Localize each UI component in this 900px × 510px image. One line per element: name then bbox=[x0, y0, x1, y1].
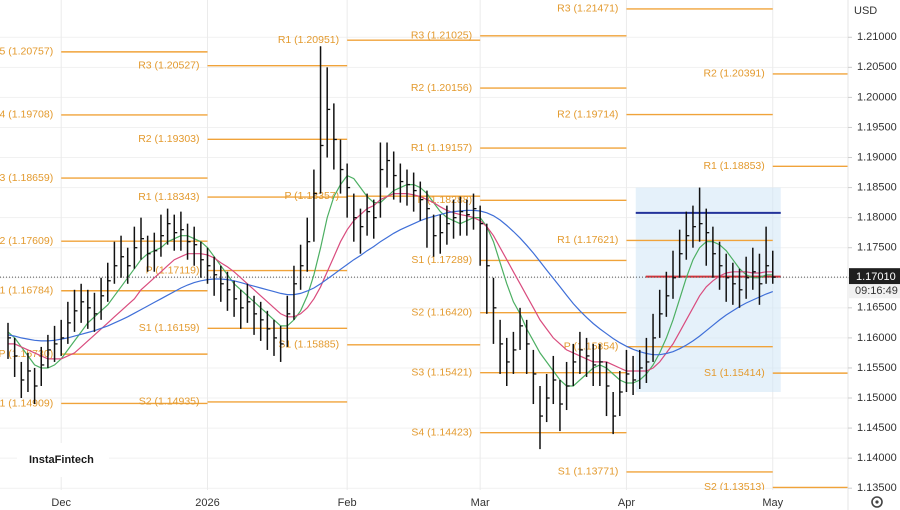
y-tick-label: 1.19000 bbox=[857, 151, 897, 163]
pivot-label: S1 (1.15414) bbox=[704, 367, 765, 379]
moving-average-line bbox=[7, 209, 774, 356]
y-tick-label: 1.13500 bbox=[857, 482, 897, 494]
brand-logo: InstaFintech bbox=[17, 443, 109, 477]
y-tick-label: 1.16500 bbox=[857, 302, 897, 314]
pivot-label: R3 (1.21025) bbox=[411, 30, 472, 42]
pivot-label: R1 (1.19157) bbox=[411, 142, 472, 154]
x-tick-label: Apr bbox=[618, 497, 635, 509]
pivot-label: R2 (1.17609) bbox=[0, 235, 53, 247]
pivot-label: S4 (1.14423) bbox=[411, 426, 472, 438]
pivot-label: S2 (1.13513) bbox=[704, 481, 765, 493]
y-tick-label: 1.15000 bbox=[857, 392, 897, 404]
x-tick-label: Mar bbox=[471, 497, 490, 509]
pivot-label: R1 (1.18853) bbox=[703, 160, 764, 172]
y-tick-label: 1.16000 bbox=[857, 332, 897, 344]
pivot-label: P (1.18357) bbox=[284, 190, 339, 202]
pivot-label: S3 (1.15421) bbox=[411, 366, 472, 378]
pivot-label: R2 (1.20156) bbox=[411, 82, 472, 94]
y-tick-label: 1.18000 bbox=[857, 212, 897, 224]
y-tick-label: 1.15500 bbox=[857, 362, 897, 374]
pivot-label: P (1.15854) bbox=[564, 340, 619, 352]
x-tick-label: Dec bbox=[51, 497, 71, 509]
currency-label: USD bbox=[854, 5, 877, 17]
last-price-label: 1.17010 bbox=[856, 271, 896, 283]
y-tick-label: 1.14000 bbox=[857, 452, 897, 464]
settings-icon[interactable] bbox=[871, 496, 883, 508]
y-tick-label: 1.14500 bbox=[857, 422, 897, 434]
pivot-label: S1 (1.13771) bbox=[558, 466, 619, 478]
pivot-label: R1 (1.17621) bbox=[557, 234, 618, 246]
last-price-time-box bbox=[849, 284, 900, 299]
x-tick-label: May bbox=[762, 497, 783, 509]
pivot-label: S1 (1.15885) bbox=[278, 339, 339, 351]
logo-box bbox=[17, 443, 109, 477]
pivot-label: R3 (1.20527) bbox=[138, 59, 199, 71]
brand-text: InstaFintech bbox=[29, 454, 94, 466]
pivot-label: R2 (1.19303) bbox=[138, 133, 199, 145]
pivot-label: S1 (1.16159) bbox=[139, 322, 200, 334]
moving-average-line bbox=[7, 174, 773, 387]
y-tick-label: 1.21000 bbox=[857, 31, 897, 43]
gear-ring bbox=[871, 496, 883, 508]
price-axis: USD 1.13500 1.14000 1.14500 1.15000 1.15500 1… bbox=[847, 0, 900, 510]
gear-hub bbox=[875, 500, 879, 504]
pivot-label: P (1.18288) bbox=[417, 194, 472, 206]
y-tick-label: 1.20000 bbox=[857, 91, 897, 103]
pivot-label: S1 (1.14909) bbox=[0, 397, 53, 409]
pivot-label: R5 (1.20757) bbox=[0, 46, 53, 58]
pivot-label: R1 (1.16784) bbox=[0, 285, 53, 297]
pivot-label: S2 (1.14935) bbox=[139, 396, 200, 408]
last-price-box bbox=[849, 268, 900, 285]
pivot-label: S2 (1.16420) bbox=[411, 306, 472, 318]
moving-average-line bbox=[8, 193, 773, 372]
pivot-label: S1 (1.17289) bbox=[411, 254, 472, 266]
pivot-label: R3 (1.18659) bbox=[0, 172, 53, 184]
pivot-label: R1 (1.18343) bbox=[138, 191, 199, 203]
plot-area: R5 (1.20757) R4 (1.19708) R3 (1.18659) R2 (… bbox=[0, 0, 848, 493]
pivot-label: R3 (1.21471) bbox=[557, 3, 618, 15]
y-tick-label: 1.19500 bbox=[857, 121, 897, 133]
pivot-label: R4 (1.19708) bbox=[0, 109, 53, 121]
pivot-label: R2 (1.19714) bbox=[557, 108, 618, 120]
pivot-label: R1 (1.20951) bbox=[278, 34, 339, 46]
y-tick-label: 1.18500 bbox=[857, 181, 897, 193]
last-price-time: 09:16:49 bbox=[855, 285, 898, 297]
x-tick-label: 2026 bbox=[195, 497, 219, 509]
x-tick-label: Feb bbox=[338, 497, 357, 509]
y-tick-label: 1.17500 bbox=[857, 242, 897, 254]
y-tick-label: 1.20500 bbox=[857, 61, 897, 73]
pivot-label: R2 (1.20391) bbox=[703, 68, 764, 80]
